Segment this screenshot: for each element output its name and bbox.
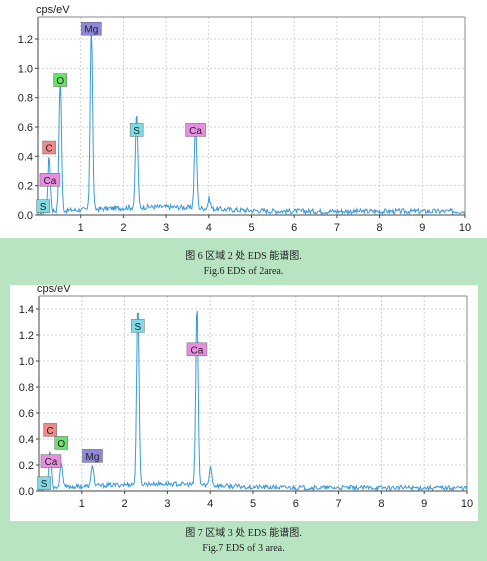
y-tick-label: 0.0 [18,210,33,222]
figure-7-caption-cn: 图 7 区域 3 处 EDS 能谱图. [185,528,302,539]
element-label-box [43,423,57,437]
figure-7-panel: 0.0 0.2 0.4 0.6 0.8 1.0 1.2 1.4 1 2 3 4 5 6 7 8 9 10 cps/e… [10,283,478,521]
x-tick-label: 10 [461,498,473,510]
y-tick-label: 0.4 [19,434,34,446]
element-label-c: C [42,140,56,155]
element-label-ca: Ca [39,173,61,187]
spectrum-line [40,310,468,492]
x-tick-label: 3 [163,222,169,234]
eds-spectrum-chart-fig6: 0.0 0.2 0.4 0.6 0.8 1.0 1.2 1 2 3 4 5 6 7 8 9 10 cps/eV Mg… [18,4,471,234]
x-tick-label: 4 [207,498,213,510]
x-tick-label: 10 [459,222,471,234]
element-label-box [185,123,206,137]
element-label-text: S [41,479,48,490]
y-tick-label: 0.6 [18,122,33,134]
spectrum-line [39,28,466,216]
y-tick-label: 0.8 [19,382,34,394]
element-label-s: S [129,123,144,137]
element-label-ca: Ca [40,454,62,468]
element-label-o: O [54,436,69,450]
figure-6-panel: 0.0 0.2 0.4 0.6 0.8 1.0 1.2 1 2 3 4 5 6 7 8 9 10 cps/eV Mg… [0,0,487,238]
element-label-text: Ca [191,345,204,356]
element-label-s: S [131,319,145,333]
x-tick-label: 1 [79,498,85,510]
element-label-text: S [133,126,140,137]
x-tick-label: 1 [78,222,84,234]
figure-7-caption-en: Fig.7 EDS of 3 area. [202,543,285,554]
element-label-text: Mg [84,25,98,36]
figure-6-caption-en: Fig.6 EDS of 2area. [203,266,284,277]
x-tick-label: 6 [291,222,297,234]
element-label-text: Ca [189,126,202,137]
y-tick-label: 1.0 [19,356,34,368]
x-tick-label: 3 [164,498,170,510]
element-label-box [53,73,67,87]
x-tick-label: 4 [206,222,212,234]
element-label-text: O [57,439,65,450]
x-tick-label: 7 [336,498,342,510]
y-tick-label: 0.0 [19,486,34,498]
element-label-s: S [37,476,51,490]
y-tick-label: 0.8 [18,93,33,105]
element-label-text: C [45,144,52,155]
x-tick-label: 5 [250,498,256,510]
element-label-ca: Ca [185,123,206,137]
figure-6-caption-cn: 图 6 区域 2 处 EDS 能谱图. [185,251,302,262]
element-label-box [39,173,61,187]
element-label-box [129,123,144,137]
y-tick-label: 1.4 [19,304,34,316]
element-label-o: O [53,73,67,87]
element-label-text: C [47,426,54,437]
x-tick-label: 6 [293,498,299,510]
y-axis-label: cps/eV [37,285,71,295]
x-tick-label: 5 [248,222,254,234]
element-label-text: O [56,76,64,87]
element-label-text: Ca [45,457,58,468]
y-tick-label: 1.2 [19,330,34,342]
element-label-box [40,454,62,468]
x-tick-label: 9 [419,222,425,234]
element-label-box [81,21,102,36]
element-label-c: C [43,423,57,437]
element-label-box [42,140,56,155]
x-tick-label: 9 [421,498,427,510]
element-label-box [37,476,51,490]
x-tick-label: 8 [377,222,383,234]
element-label-text: S [135,322,142,333]
element-label-mg: Mg [81,21,102,36]
x-tick-label: 2 [120,222,126,234]
y-tick-label: 1.0 [18,63,33,75]
y-tick-label: 0.2 [19,460,34,472]
y-tick-label: 1.2 [18,34,33,46]
y-axis-label: cps/eV [36,4,70,16]
x-tick-label: 7 [334,222,340,234]
element-label-text: Ca [44,176,57,187]
element-label-box [131,319,145,333]
element-label-box [54,436,69,450]
element-label-mg: Mg [82,449,103,463]
x-tick-label: 8 [378,498,384,510]
element-label-s: S [36,199,50,213]
element-label-box [186,342,208,357]
y-tick-label: 0.4 [18,151,33,163]
element-label-box [36,199,50,213]
y-tick-label: 0.2 [18,181,33,193]
y-tick-label: 0.6 [19,408,34,420]
element-label-text: S [40,202,47,213]
element-label-box [82,449,103,463]
eds-spectrum-chart-fig7: 0.0 0.2 0.4 0.6 0.8 1.0 1.2 1.4 1 2 3 4 5 6 7 8 9 10 cps/e… [19,283,473,510]
x-tick-label: 2 [122,498,128,510]
element-label-ca: Ca [186,342,208,357]
element-label-text: Mg [86,452,100,463]
